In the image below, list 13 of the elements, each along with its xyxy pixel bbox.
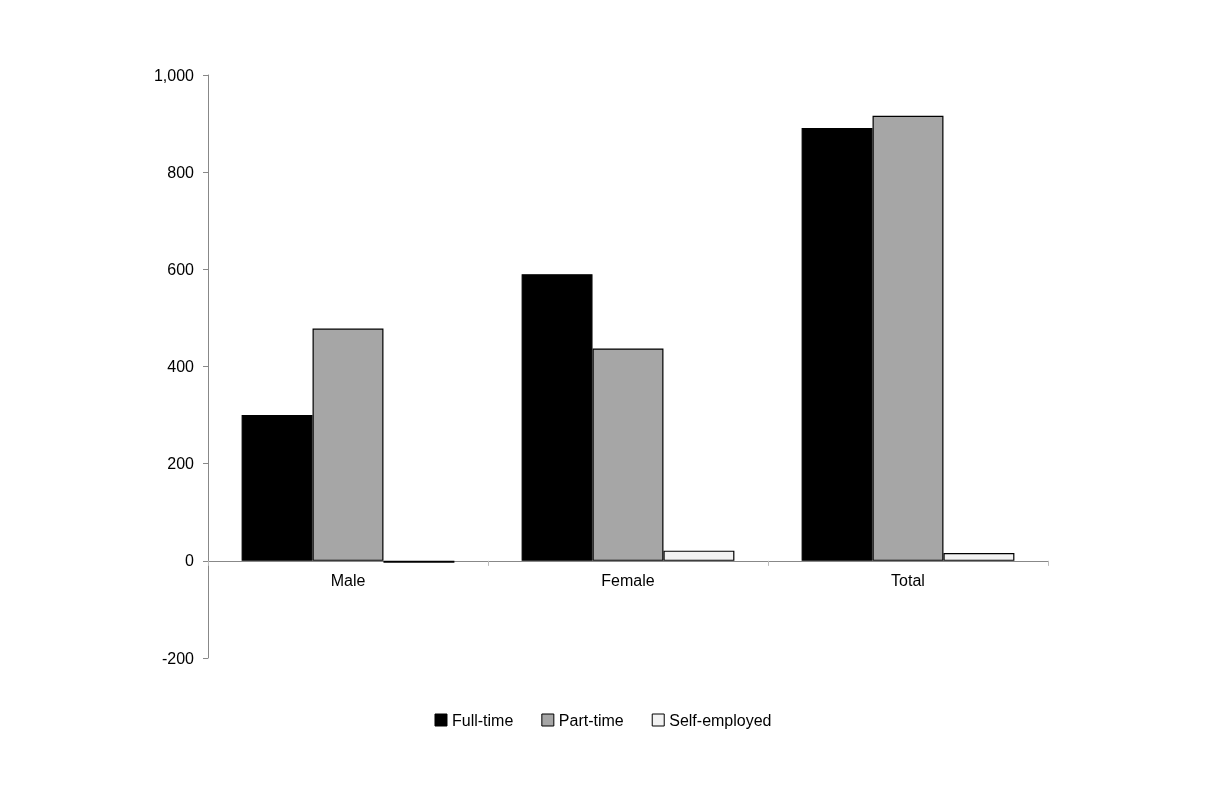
x-tick-label: Male (330, 572, 366, 590)
legend-label: Self-employed (669, 711, 772, 729)
y-tick-label: 0 (185, 552, 195, 570)
legend-label: Full-time (452, 711, 514, 729)
y-tick-label: -200 (161, 649, 195, 667)
y-tick-label: 600 (167, 260, 195, 278)
x-tick-label: Total (891, 572, 925, 590)
y-tick-label: 400 (167, 358, 195, 375)
legend-label: Part-time (558, 711, 624, 729)
y-tick-label: 1,000 (153, 66, 195, 84)
y-tick-label: 800 (167, 163, 195, 181)
x-tick-label: Female (601, 572, 655, 590)
y-tick-label: 200 (167, 455, 195, 473)
